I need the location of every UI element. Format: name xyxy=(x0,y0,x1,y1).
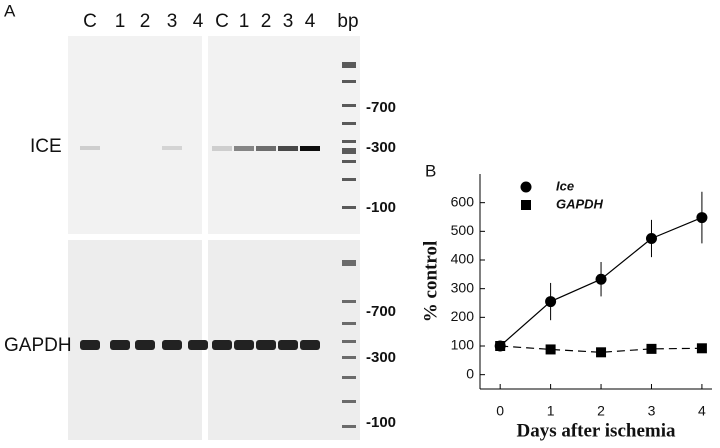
lane-label: 1 xyxy=(115,11,126,32)
point xyxy=(646,343,657,354)
lane-label: 2 xyxy=(261,11,272,32)
row-label: ICE xyxy=(30,136,62,157)
ladder-band xyxy=(342,206,356,209)
lane-label: C xyxy=(215,11,229,32)
band xyxy=(212,340,232,350)
legend-marker xyxy=(521,200,531,210)
y-tick-label: 100 xyxy=(451,337,475,353)
x-axis-label: Days after ischemia xyxy=(516,420,676,441)
ladder-band xyxy=(342,140,356,143)
lane-label: 3 xyxy=(283,11,294,32)
ladder-band xyxy=(342,160,356,163)
band xyxy=(135,340,155,350)
point xyxy=(596,347,607,358)
ladder-band xyxy=(342,400,356,403)
lane-label: 1 xyxy=(239,11,250,32)
y-tick-label: 0 xyxy=(466,365,474,381)
x-tick-label: 4 xyxy=(698,403,706,419)
panel-label: A xyxy=(4,1,16,20)
point xyxy=(696,343,707,354)
band xyxy=(234,146,254,151)
gel-panel xyxy=(68,36,360,440)
band xyxy=(110,340,130,350)
legend-label: Ice xyxy=(556,178,574,193)
ladder-label: bp xyxy=(337,11,358,32)
lane-label: 2 xyxy=(140,11,151,32)
lane-label: C xyxy=(83,11,97,32)
x-tick-label: 3 xyxy=(648,403,656,419)
y-tick-label: 300 xyxy=(451,279,475,295)
point xyxy=(545,344,556,355)
legend-marker xyxy=(520,181,532,193)
band xyxy=(162,146,182,150)
marker-label: -300 xyxy=(366,139,396,156)
band xyxy=(256,146,276,151)
y-tick-label: 600 xyxy=(451,193,475,209)
point xyxy=(495,341,506,351)
point xyxy=(595,273,607,285)
ladder-band xyxy=(342,260,356,266)
band xyxy=(188,340,208,350)
ladder-band xyxy=(342,425,356,428)
band xyxy=(80,146,100,150)
marker-label: -100 xyxy=(366,414,396,431)
lane-label: 3 xyxy=(167,11,178,32)
row-label: GAPDH xyxy=(4,335,72,356)
ladder-band xyxy=(342,356,356,359)
ladder-band xyxy=(342,322,356,325)
series-line xyxy=(500,345,702,353)
point xyxy=(545,296,557,308)
band xyxy=(256,340,276,350)
legend-label: GAPDH xyxy=(556,196,604,211)
ladder-band xyxy=(342,148,356,154)
band xyxy=(212,146,232,151)
band xyxy=(234,340,254,350)
lane-label: 4 xyxy=(193,11,204,32)
ladder-band xyxy=(342,300,356,303)
point xyxy=(645,233,657,244)
ladder-band xyxy=(342,80,356,83)
ladder-band xyxy=(342,122,356,125)
band xyxy=(278,146,298,151)
y-tick-label: 200 xyxy=(451,308,475,324)
x-tick-label: 1 xyxy=(547,403,555,419)
ladder-band xyxy=(342,62,356,68)
y-tick-label: 500 xyxy=(451,222,475,238)
ladder-band xyxy=(342,340,356,343)
gel xyxy=(68,36,202,234)
marker-label: -700 xyxy=(366,303,396,320)
x-tick-label: 0 xyxy=(496,403,504,419)
band xyxy=(300,146,320,151)
band xyxy=(162,340,182,350)
x-tick-label: 2 xyxy=(597,403,605,419)
lane-label: 4 xyxy=(305,11,316,32)
y-axis-label: % control xyxy=(420,241,441,322)
y-tick-label: 400 xyxy=(451,251,475,267)
marker-label: -700 xyxy=(366,99,396,116)
point xyxy=(696,212,708,224)
ladder-band xyxy=(342,104,356,107)
ladder-band xyxy=(342,376,356,379)
gel xyxy=(208,36,360,234)
panel-label: B xyxy=(425,161,436,180)
band xyxy=(80,340,100,350)
marker-label: -300 xyxy=(366,349,396,366)
band xyxy=(300,340,320,350)
ladder-band xyxy=(342,178,356,181)
marker-label: -100 xyxy=(366,199,396,216)
band xyxy=(278,340,298,350)
